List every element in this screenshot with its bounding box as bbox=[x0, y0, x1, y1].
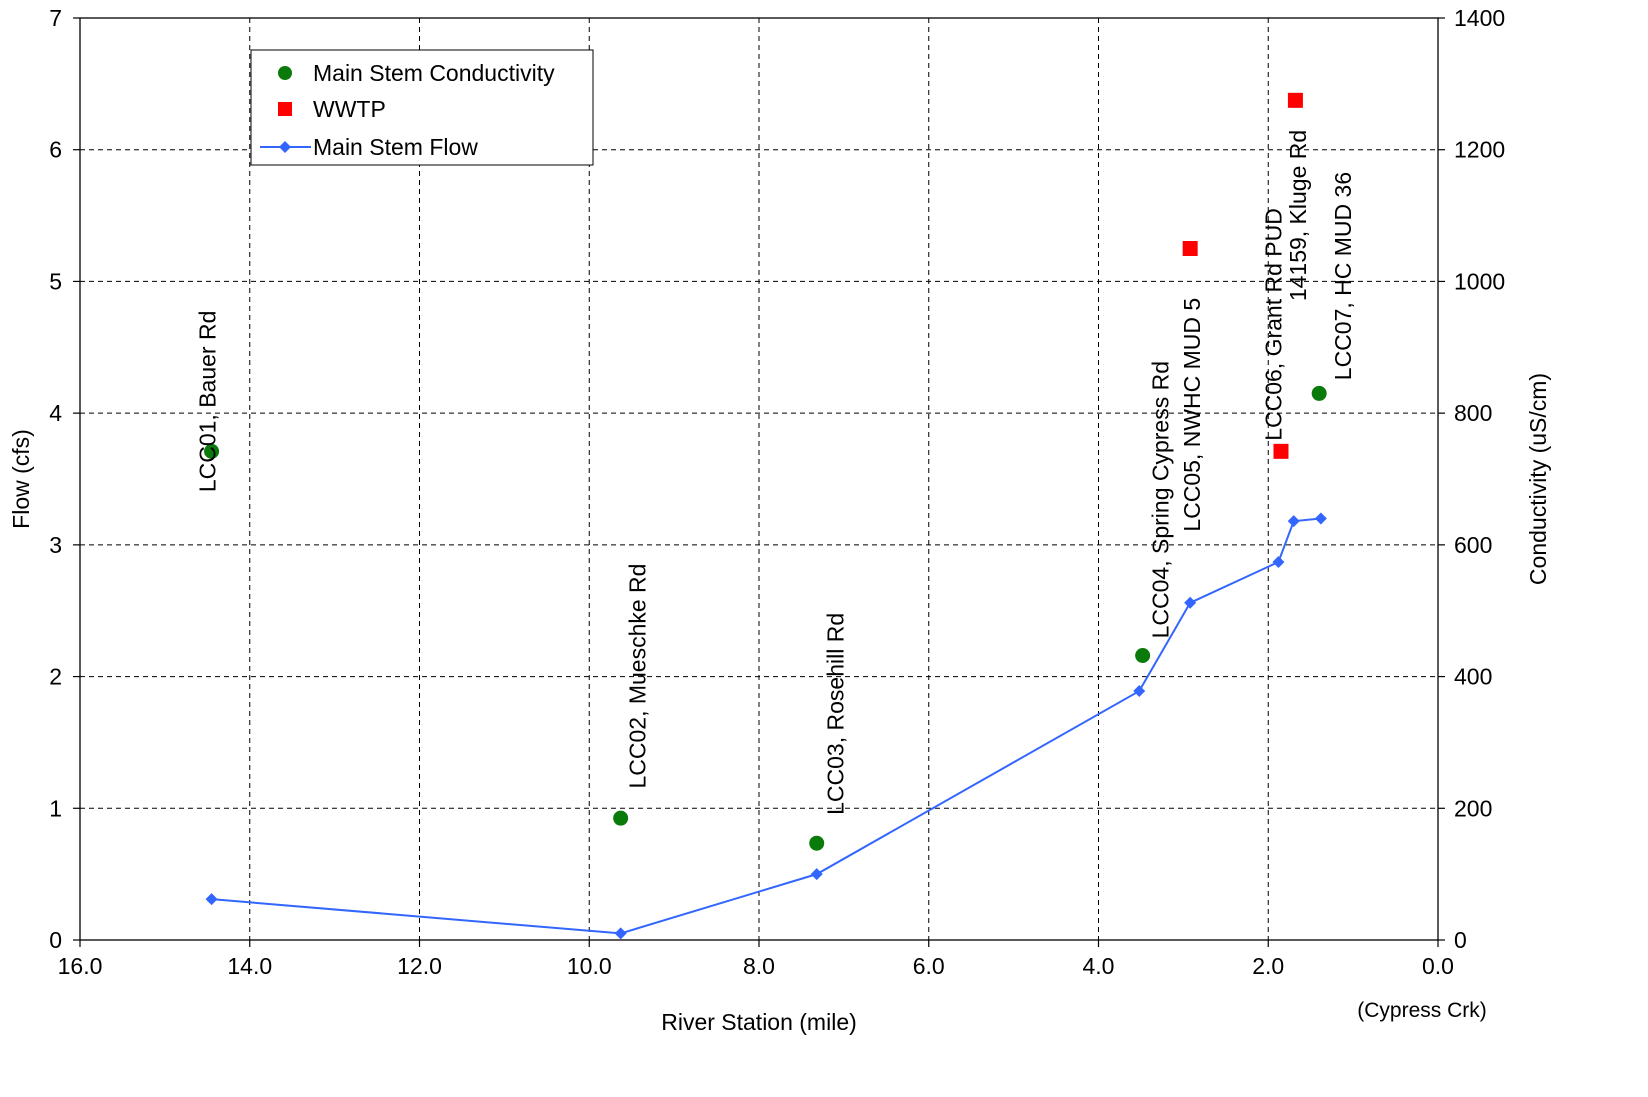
site-label: LCC01, Bauer Rd bbox=[194, 311, 220, 493]
y-right-tick-label: 1000 bbox=[1454, 268, 1505, 294]
site-label: LCC06, Grant Rd PUD bbox=[1260, 208, 1286, 441]
y-left-tick-label: 3 bbox=[49, 532, 62, 558]
wwtp-point bbox=[1287, 92, 1303, 108]
flow-point bbox=[1133, 685, 1146, 698]
x-tick-label: 0.0 bbox=[1422, 953, 1454, 979]
flow-point bbox=[1184, 596, 1197, 609]
conductivity-point bbox=[1135, 647, 1151, 663]
flow-point bbox=[1272, 555, 1285, 568]
grid-layer bbox=[80, 18, 1438, 940]
conductivity-point bbox=[204, 443, 220, 459]
x-tick-label: 12.0 bbox=[397, 953, 442, 979]
legend-conductivity-marker bbox=[278, 66, 292, 80]
y-right-tick-label: 600 bbox=[1454, 532, 1492, 558]
y-left-tick-label: 1 bbox=[49, 795, 62, 821]
y-right-tick-label: 200 bbox=[1454, 795, 1492, 821]
y-right-axis-title: Conductivity (uS/cm) bbox=[1525, 373, 1551, 585]
flow-point bbox=[205, 893, 218, 906]
site-label: 14159, Kluge Rd bbox=[1285, 130, 1311, 301]
ticks-layer: 16.0 14.0 12.0 10.0 8.0 6.0 4.0 2.0 0.0012345670… bbox=[49, 5, 1505, 979]
flow-point bbox=[1314, 512, 1327, 525]
y-left-axis-title: Flow (cfs) bbox=[8, 429, 34, 529]
legend-flow-label: Main Stem Flow bbox=[313, 134, 478, 160]
y-left-tick-label: 0 bbox=[49, 927, 62, 953]
site-label: LCC07, HC MUD 36 bbox=[1330, 172, 1356, 380]
flow-point bbox=[614, 927, 627, 940]
x-tick-label: 4.0 bbox=[1083, 953, 1115, 979]
legend-flow-marker bbox=[279, 141, 291, 153]
legend: Main Stem Conductivity WWTP Main Stem Fl… bbox=[250, 49, 594, 166]
conductivity-point bbox=[1311, 385, 1327, 401]
x-axis-note: (Cypress Crk) bbox=[1357, 999, 1487, 1022]
x-axis-title: River Station (mile) bbox=[661, 1009, 857, 1035]
site-label: LCC04, Spring Cypress Rd bbox=[1147, 361, 1173, 638]
y-right-tick-label: 400 bbox=[1454, 664, 1492, 690]
y-right-tick-label: 1400 bbox=[1454, 5, 1505, 31]
wwtp-point bbox=[1182, 241, 1198, 256]
conductivity-point bbox=[809, 835, 825, 851]
y-left-tick-label: 5 bbox=[49, 268, 62, 294]
site-label: LCC02, Mueschke Rd bbox=[625, 564, 651, 789]
y-left-tick-label: 6 bbox=[49, 137, 62, 163]
x-tick-label: 8.0 bbox=[743, 953, 775, 979]
x-tick-label: 16.0 bbox=[58, 953, 103, 979]
x-tick-label: 6.0 bbox=[913, 953, 945, 979]
legend-conductivity-label: Main Stem Conductivity bbox=[313, 60, 555, 86]
legend-wwtp-marker bbox=[278, 102, 292, 116]
wwtp-point bbox=[1273, 443, 1289, 459]
flow-point bbox=[810, 868, 823, 881]
y-right-tick-label: 0 bbox=[1454, 927, 1467, 953]
y-right-tick-label: 800 bbox=[1454, 400, 1492, 426]
legend-box bbox=[250, 49, 594, 166]
labels-layer: LCC01, Bauer Rd LCC02, Mueschke Rd LCC03, … bbox=[194, 130, 1356, 815]
y-right-tick-label: 1200 bbox=[1454, 137, 1505, 163]
flow-series-line bbox=[211, 517, 1321, 935]
series-layer bbox=[204, 92, 1327, 940]
legend-wwtp-label: WWTP bbox=[313, 96, 386, 122]
y-left-tick-label: 2 bbox=[49, 664, 62, 690]
x-tick-label: 10.0 bbox=[567, 953, 612, 979]
site-label: LCC05, NWHC MUD 5 bbox=[1179, 298, 1205, 532]
y-left-tick-label: 7 bbox=[49, 5, 62, 31]
x-tick-label: 2.0 bbox=[1252, 953, 1284, 979]
conductivity-point bbox=[613, 810, 629, 826]
x-tick-label: 14.0 bbox=[227, 953, 272, 979]
y-left-tick-label: 4 bbox=[49, 400, 62, 426]
site-label: LCC03, Rosehill Rd bbox=[822, 613, 848, 815]
flow-point bbox=[1287, 515, 1300, 528]
